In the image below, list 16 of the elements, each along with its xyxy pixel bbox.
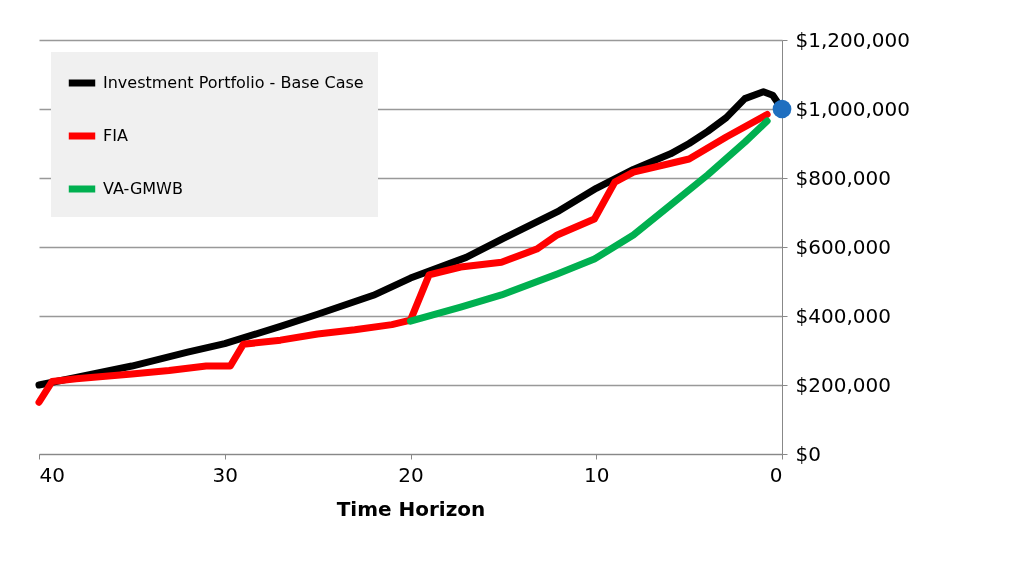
legend-label: Investment Portfolio - Base Case xyxy=(103,73,364,92)
x-tick-label: 20 xyxy=(398,462,424,487)
x-tick-label: 40 xyxy=(39,462,65,487)
x-tick-label: 30 xyxy=(212,462,238,487)
y-tick-label: $1,200,000 xyxy=(795,27,911,52)
y-tick-label: $1,000,000 xyxy=(795,96,911,121)
legend-label: FIA xyxy=(103,126,128,145)
y-tick-label: $200,000 xyxy=(795,372,891,397)
y-tick-label: $600,000 xyxy=(795,234,891,259)
y-tick-label: $800,000 xyxy=(795,165,891,190)
y-tick-label: $0 xyxy=(795,441,821,466)
x-axis-title: Time Horizon xyxy=(336,496,486,521)
y-tick-label: $400,000 xyxy=(795,303,891,328)
legend-label: VA-GMWB xyxy=(103,179,183,198)
x-tick-label: 10 xyxy=(584,462,610,487)
x-tick-label: 0 xyxy=(769,462,783,487)
